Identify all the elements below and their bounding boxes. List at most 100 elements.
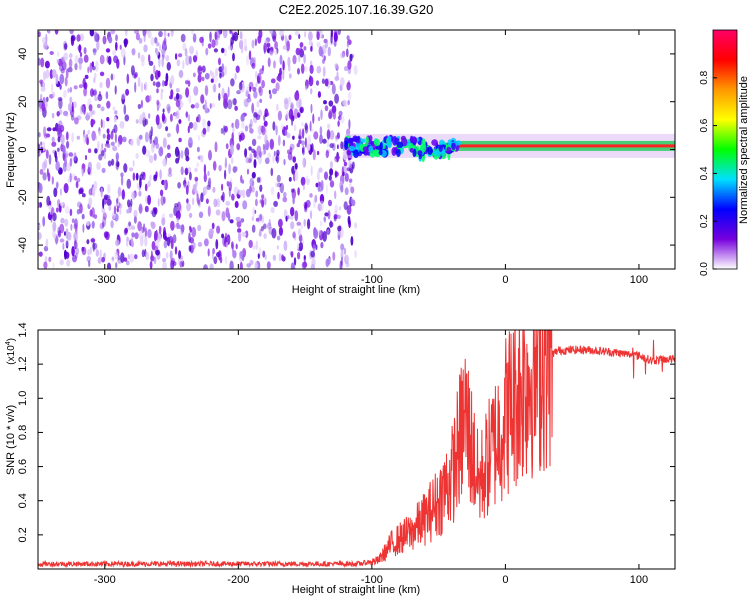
noise-speckle — [264, 112, 267, 118]
noise-speckle — [286, 132, 291, 139]
noise-speckle — [193, 72, 196, 78]
noise-speckle — [88, 104, 93, 112]
noise-speckle — [293, 124, 297, 132]
noise-speckle — [92, 89, 97, 96]
noise-speckle — [214, 141, 218, 153]
noise-speckle — [220, 47, 225, 54]
noise-speckle — [332, 111, 336, 120]
noise-speckle — [84, 82, 88, 90]
noise-speckle — [282, 60, 285, 71]
noise-speckle — [133, 209, 138, 218]
noise-speckle — [117, 254, 121, 261]
noise-speckle — [101, 143, 104, 150]
noise-speckle — [315, 80, 320, 86]
noise-speckle — [114, 85, 117, 95]
noise-speckle — [110, 220, 114, 229]
noise-speckle — [51, 207, 55, 217]
noise-speckle — [131, 48, 136, 56]
noise-speckle — [49, 51, 54, 55]
noise-speckle — [272, 154, 275, 163]
noise-speckle — [241, 120, 245, 129]
noise-speckle — [102, 212, 107, 220]
noise-speckle — [254, 261, 258, 269]
noise-speckle — [194, 176, 199, 182]
noise-speckle — [312, 113, 315, 124]
noise-speckle — [256, 75, 260, 84]
colorbar-gradient — [712, 29, 738, 270]
noise-speckle — [270, 207, 275, 214]
noise-speckle — [158, 57, 161, 68]
noise-speckle — [227, 99, 233, 110]
spectrogram-x-tick-label: 100 — [630, 274, 648, 286]
noise-speckle — [188, 232, 191, 243]
noise-speckle — [150, 73, 154, 82]
noise-speckle — [259, 68, 264, 75]
colorbar: 0.0 0.2 0.4 0.6 0.8 Normalized spectral ampl… — [699, 29, 750, 276]
noise-speckle — [125, 260, 130, 266]
noise-speckle — [297, 68, 300, 75]
noise-speckle — [213, 48, 218, 53]
noise-speckle — [96, 39, 100, 51]
noise-speckle — [87, 129, 91, 135]
noise-speckle — [219, 256, 223, 264]
noise-speckle — [334, 93, 339, 104]
noise-speckle — [83, 133, 86, 144]
noise-speckle — [294, 210, 299, 222]
noise-speckle — [259, 150, 262, 158]
snr-y-tick-label: 0.8 — [17, 425, 29, 440]
noise-speckle — [212, 247, 216, 255]
noise-speckle — [125, 88, 130, 96]
noise-speckle — [143, 83, 146, 90]
noise-speckle — [97, 140, 100, 151]
noise-speckle — [297, 228, 302, 236]
noise-speckle — [123, 163, 128, 173]
snr-x-ticks: -300 -200 -100 0 100 — [94, 330, 648, 586]
noise-speckle — [147, 30, 152, 39]
noise-speckle — [76, 34, 81, 42]
noise-speckle — [130, 65, 135, 76]
noise-speckle — [216, 198, 221, 208]
noise-speckle — [176, 123, 180, 134]
noise-speckle — [112, 145, 118, 152]
noise-speckle — [198, 66, 204, 71]
noise-speckle — [192, 55, 198, 63]
noise-speckle — [149, 94, 152, 102]
noise-speckle — [115, 262, 118, 269]
noise-speckle — [225, 143, 229, 150]
noise-speckle — [263, 223, 267, 230]
spectrogram-y-ticks: -40 -20 0 20 40 — [17, 48, 675, 253]
noise-speckle — [313, 131, 319, 140]
noise-speckle — [300, 224, 304, 230]
noise-speckle — [144, 227, 147, 238]
noise-speckle — [43, 245, 49, 252]
noise-speckle — [310, 250, 316, 258]
noise-speckle — [202, 127, 207, 135]
noise-speckle — [334, 76, 340, 81]
spectrogram-y-tick-label: 20 — [17, 96, 29, 108]
noise-speckle — [178, 69, 184, 79]
noise-speckle — [306, 180, 310, 186]
noise-speckle — [75, 241, 78, 249]
noise-speckle — [340, 256, 344, 267]
noise-speckle — [203, 264, 208, 269]
noise-speckle — [38, 143, 41, 154]
noise-speckle — [310, 263, 315, 269]
noise-speckle — [38, 152, 41, 157]
noise-speckle — [344, 187, 349, 196]
noise-speckle — [42, 96, 46, 104]
noise-speckle — [263, 120, 268, 127]
noise-speckle — [162, 158, 167, 167]
noise-speckle — [334, 63, 339, 69]
noise-speckle — [114, 250, 118, 260]
noise-speckle — [147, 194, 152, 206]
noise-speckle — [329, 221, 334, 228]
noise-speckle — [197, 224, 202, 232]
noise-speckle — [251, 224, 256, 233]
noise-speckle — [52, 262, 55, 269]
noise-speckle — [175, 110, 180, 120]
noise-speckle — [230, 144, 234, 155]
noise-speckle — [157, 197, 160, 207]
noise-speckle — [204, 85, 209, 96]
noise-speckle — [106, 55, 109, 63]
